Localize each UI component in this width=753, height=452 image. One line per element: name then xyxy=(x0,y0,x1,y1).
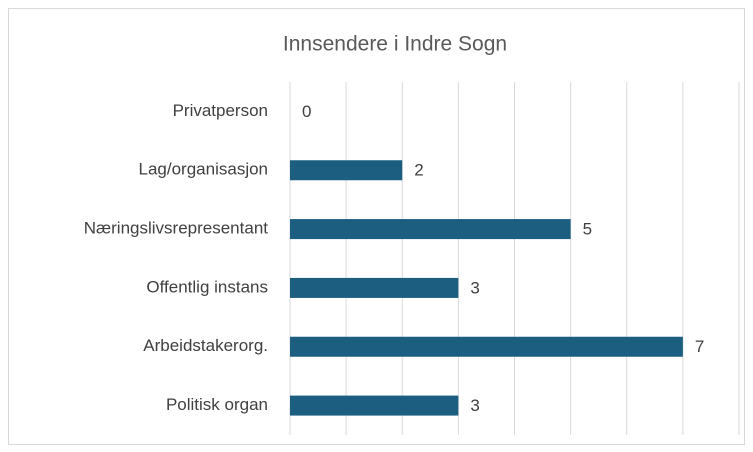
chart-title: Innsendere i Indre Sogn xyxy=(283,33,507,56)
data-label: 3 xyxy=(470,396,479,415)
bar xyxy=(290,219,571,240)
y-tick-label: Offentlig instans xyxy=(146,277,268,296)
bar xyxy=(290,160,403,181)
y-tick-label: Politisk organ xyxy=(166,395,268,414)
bar xyxy=(290,395,459,416)
y-tick-label: Privatperson xyxy=(173,101,268,120)
bar xyxy=(290,336,683,357)
y-tick-label: Arbeidstakerorg. xyxy=(143,336,268,355)
data-label: 5 xyxy=(583,220,592,239)
data-label: 3 xyxy=(470,278,479,297)
y-tick-label: Lag/organisasjon xyxy=(139,160,268,179)
data-label: 0 xyxy=(302,102,311,121)
y-tick-label: Næringslivsrepresentant xyxy=(84,219,269,238)
data-label: 7 xyxy=(695,337,704,356)
data-label: 2 xyxy=(414,161,423,180)
bar xyxy=(290,277,459,298)
